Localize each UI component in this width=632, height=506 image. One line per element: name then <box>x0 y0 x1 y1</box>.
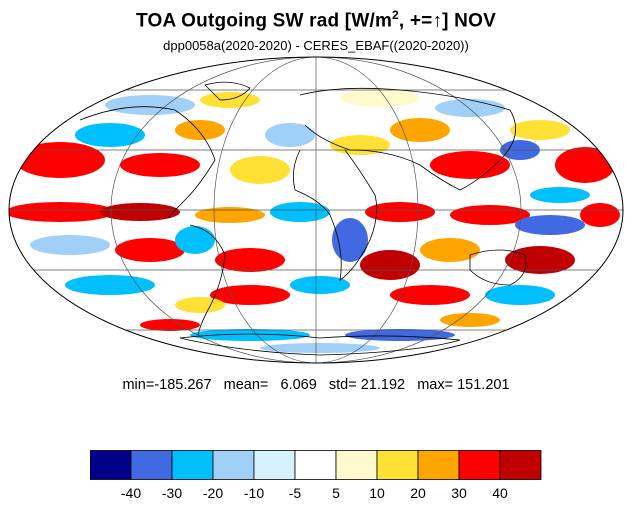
figure-title: TOA Outgoing SW rad [W/m2, +=↑] NOV <box>136 8 496 32</box>
anomaly-patch <box>515 215 585 235</box>
colorbar <box>90 450 542 480</box>
anomaly-patch <box>30 235 110 255</box>
anomaly-patch <box>330 135 390 155</box>
anomaly-patch <box>75 123 145 147</box>
anomaly-patch <box>100 203 180 221</box>
anomaly-patch <box>115 238 185 262</box>
anomaly-patch <box>440 313 500 327</box>
anomaly-patch <box>435 99 505 117</box>
colorbar-tick-label: -20 <box>202 485 224 501</box>
anomaly-patch <box>365 202 435 222</box>
anomaly-patch <box>200 92 260 108</box>
anomaly-patch <box>140 319 200 331</box>
map-outline <box>8 56 624 364</box>
anomaly-patch <box>215 248 285 272</box>
anomaly-patch <box>15 142 105 178</box>
coastline-north-america <box>79 106 216 219</box>
colorbar-labels: -40 -30 -20 -10 -5 5 10 20 30 40 <box>0 485 632 505</box>
anomaly-patch <box>195 207 265 223</box>
anomaly-patch <box>580 203 620 227</box>
colorbar-tick-label: -30 <box>161 485 183 501</box>
figure-subtitle: dpp0058a(2020-2020) - CERES_EBAF((2020-2… <box>163 38 469 53</box>
anomaly-patches <box>9 89 620 353</box>
colorbar-swatch <box>417 450 460 480</box>
anomaly-patch <box>505 246 575 274</box>
colorbar-swatch <box>499 450 542 480</box>
colorbar-tick-label: -10 <box>243 485 265 501</box>
anomaly-patch <box>390 285 470 305</box>
anomaly-patch <box>9 202 115 222</box>
coastlines <box>79 81 527 356</box>
anomaly-patch <box>332 218 368 262</box>
anomaly-patch <box>510 120 570 140</box>
anomaly-patch <box>105 95 195 115</box>
colorbar-swatch <box>376 450 419 480</box>
colorbar-tick-label: -5 <box>288 485 302 501</box>
colorbar-swatch <box>212 450 255 480</box>
anomaly-patch <box>65 275 155 295</box>
anomaly-patch <box>270 202 330 222</box>
coastline-africa <box>292 149 378 281</box>
anomaly-patch <box>265 123 315 147</box>
colorbar-swatch <box>335 450 378 480</box>
meridian-line <box>110 57 522 363</box>
colorbar-tick-label: 40 <box>492 485 508 501</box>
anomaly-patch <box>420 238 480 262</box>
colorbar-swatch <box>458 450 501 480</box>
colorbar-tick-label: -40 <box>120 485 142 501</box>
anomaly-patch <box>290 276 350 294</box>
anomaly-patch <box>230 156 290 184</box>
colorbar-swatch <box>130 450 173 480</box>
anomaly-patch <box>485 285 555 305</box>
colorbar-swatch <box>171 450 214 480</box>
coastline-antarctica <box>179 333 461 356</box>
anomaly-patch <box>175 120 225 140</box>
graticule <box>9 57 623 363</box>
anomaly-patch <box>340 89 420 107</box>
meridian-line <box>213 57 419 363</box>
colorbar-swatch <box>253 450 296 480</box>
colorbar-swatch <box>90 450 132 480</box>
colorbar-tick-label: 5 <box>332 485 340 501</box>
anomaly-patch <box>175 226 215 254</box>
anomaly-patch <box>120 153 200 177</box>
anomaly-patch <box>360 250 420 280</box>
mollweide-map <box>8 56 624 364</box>
colorbar-swatch <box>294 450 337 480</box>
anomaly-field <box>9 57 623 363</box>
anomaly-patch <box>260 343 380 353</box>
coastline-australia <box>469 249 527 286</box>
anomaly-patch <box>530 187 590 203</box>
anomaly-patch <box>210 285 290 305</box>
colorbar-tick-label: 20 <box>410 485 426 501</box>
anomaly-patch <box>345 329 455 341</box>
anomaly-patch <box>555 147 615 183</box>
anomaly-patch <box>190 329 310 341</box>
colorbar-tick-label: 30 <box>451 485 467 501</box>
coastline-eurasia <box>299 87 517 191</box>
statistics-line: min=-185.267 mean= 6.069 std= 21.192 max… <box>122 377 510 393</box>
anomaly-patch <box>175 297 225 313</box>
colorbar-tick-label: 10 <box>369 485 385 501</box>
coastline-south-america <box>189 224 226 336</box>
coastline-greenland <box>204 81 251 101</box>
anomaly-patch <box>430 151 510 179</box>
